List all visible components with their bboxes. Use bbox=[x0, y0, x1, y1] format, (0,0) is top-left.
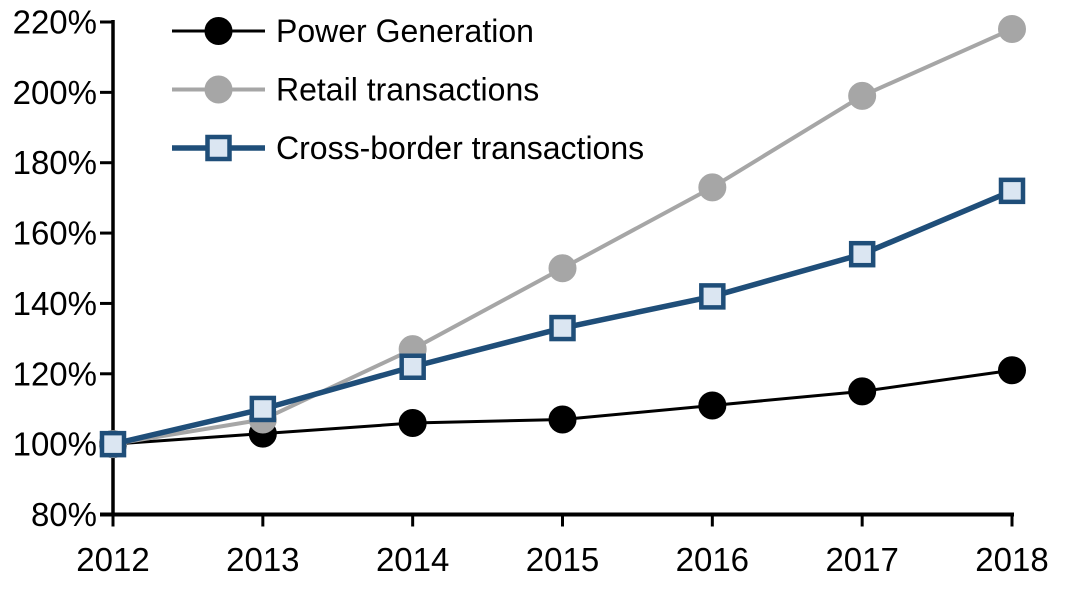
data-point-cross-border-transactions-2015 bbox=[549, 314, 576, 342]
data-point-retail-transactions-2015 bbox=[548, 254, 577, 283]
data-point-cross-border-transactions-2013 bbox=[249, 395, 277, 423]
legend: Power Generation Retail transactions Cross… bbox=[172, 13, 644, 166]
legend-label: Retail transactions bbox=[276, 72, 539, 108]
y-tick-label: 180% bbox=[13, 144, 97, 181]
y-tick-label: 160% bbox=[13, 215, 97, 252]
y-tick-label: 80% bbox=[31, 496, 97, 533]
data-point-cross-border-transactions-2018 bbox=[998, 177, 1026, 205]
y-tick-label: 220% bbox=[13, 4, 97, 41]
data-point-cross-border-transactions-2017 bbox=[848, 240, 876, 268]
y-tick-label: 100% bbox=[13, 426, 97, 463]
x-tick-label: 2016 bbox=[676, 541, 749, 578]
x-tick-label: 2018 bbox=[975, 541, 1048, 578]
legend-item-retail-transactions: Retail transactions bbox=[172, 72, 539, 108]
legend-label: Power Generation bbox=[276, 13, 534, 49]
data-point-power-generation-2016 bbox=[698, 391, 727, 420]
data-point-power-generation-2014 bbox=[398, 409, 427, 438]
data-point-cross-border-transactions-2012 bbox=[99, 430, 127, 458]
data-point-cross-border-transactions-2014 bbox=[399, 353, 426, 380]
y-tick-label: 120% bbox=[13, 355, 97, 392]
data-point-power-generation-2018 bbox=[998, 356, 1026, 385]
data-point-cross-border-transactions-2016 bbox=[699, 283, 726, 310]
legend-item-power-generation: Power Generation bbox=[172, 13, 534, 49]
data-point-retail-transactions-2018 bbox=[998, 15, 1026, 44]
legend-marker-circle bbox=[204, 17, 233, 45]
data-point-power-generation-2015 bbox=[548, 405, 577, 434]
x-tick-label: 2017 bbox=[825, 541, 898, 578]
x-tick-label: 2013 bbox=[226, 541, 299, 578]
data-point-power-generation-2017 bbox=[848, 377, 877, 406]
data-point-retail-transactions-2016 bbox=[698, 173, 727, 202]
legend-item-cross-border-transactions: Cross-border transactions bbox=[172, 130, 644, 166]
x-tick-label: 2015 bbox=[526, 541, 599, 578]
series-power-generation bbox=[99, 356, 1026, 459]
series-cross-border-transactions bbox=[99, 177, 1026, 458]
legend-label: Cross-border transactions bbox=[276, 130, 644, 166]
axes: 80% 100% 120% 140% 160% 180% 200% 220% 2012 2013 2… bbox=[13, 4, 1049, 579]
y-tick-label: 200% bbox=[13, 74, 97, 111]
series-retail-transactions bbox=[99, 15, 1026, 459]
x-tick-label: 2014 bbox=[376, 541, 449, 578]
legend-marker-square bbox=[205, 134, 232, 162]
y-tick-label: 140% bbox=[13, 285, 97, 322]
data-point-retail-transactions-2017 bbox=[848, 81, 877, 110]
x-tick-label: 2012 bbox=[76, 541, 149, 578]
legend-marker-circle bbox=[204, 75, 233, 104]
